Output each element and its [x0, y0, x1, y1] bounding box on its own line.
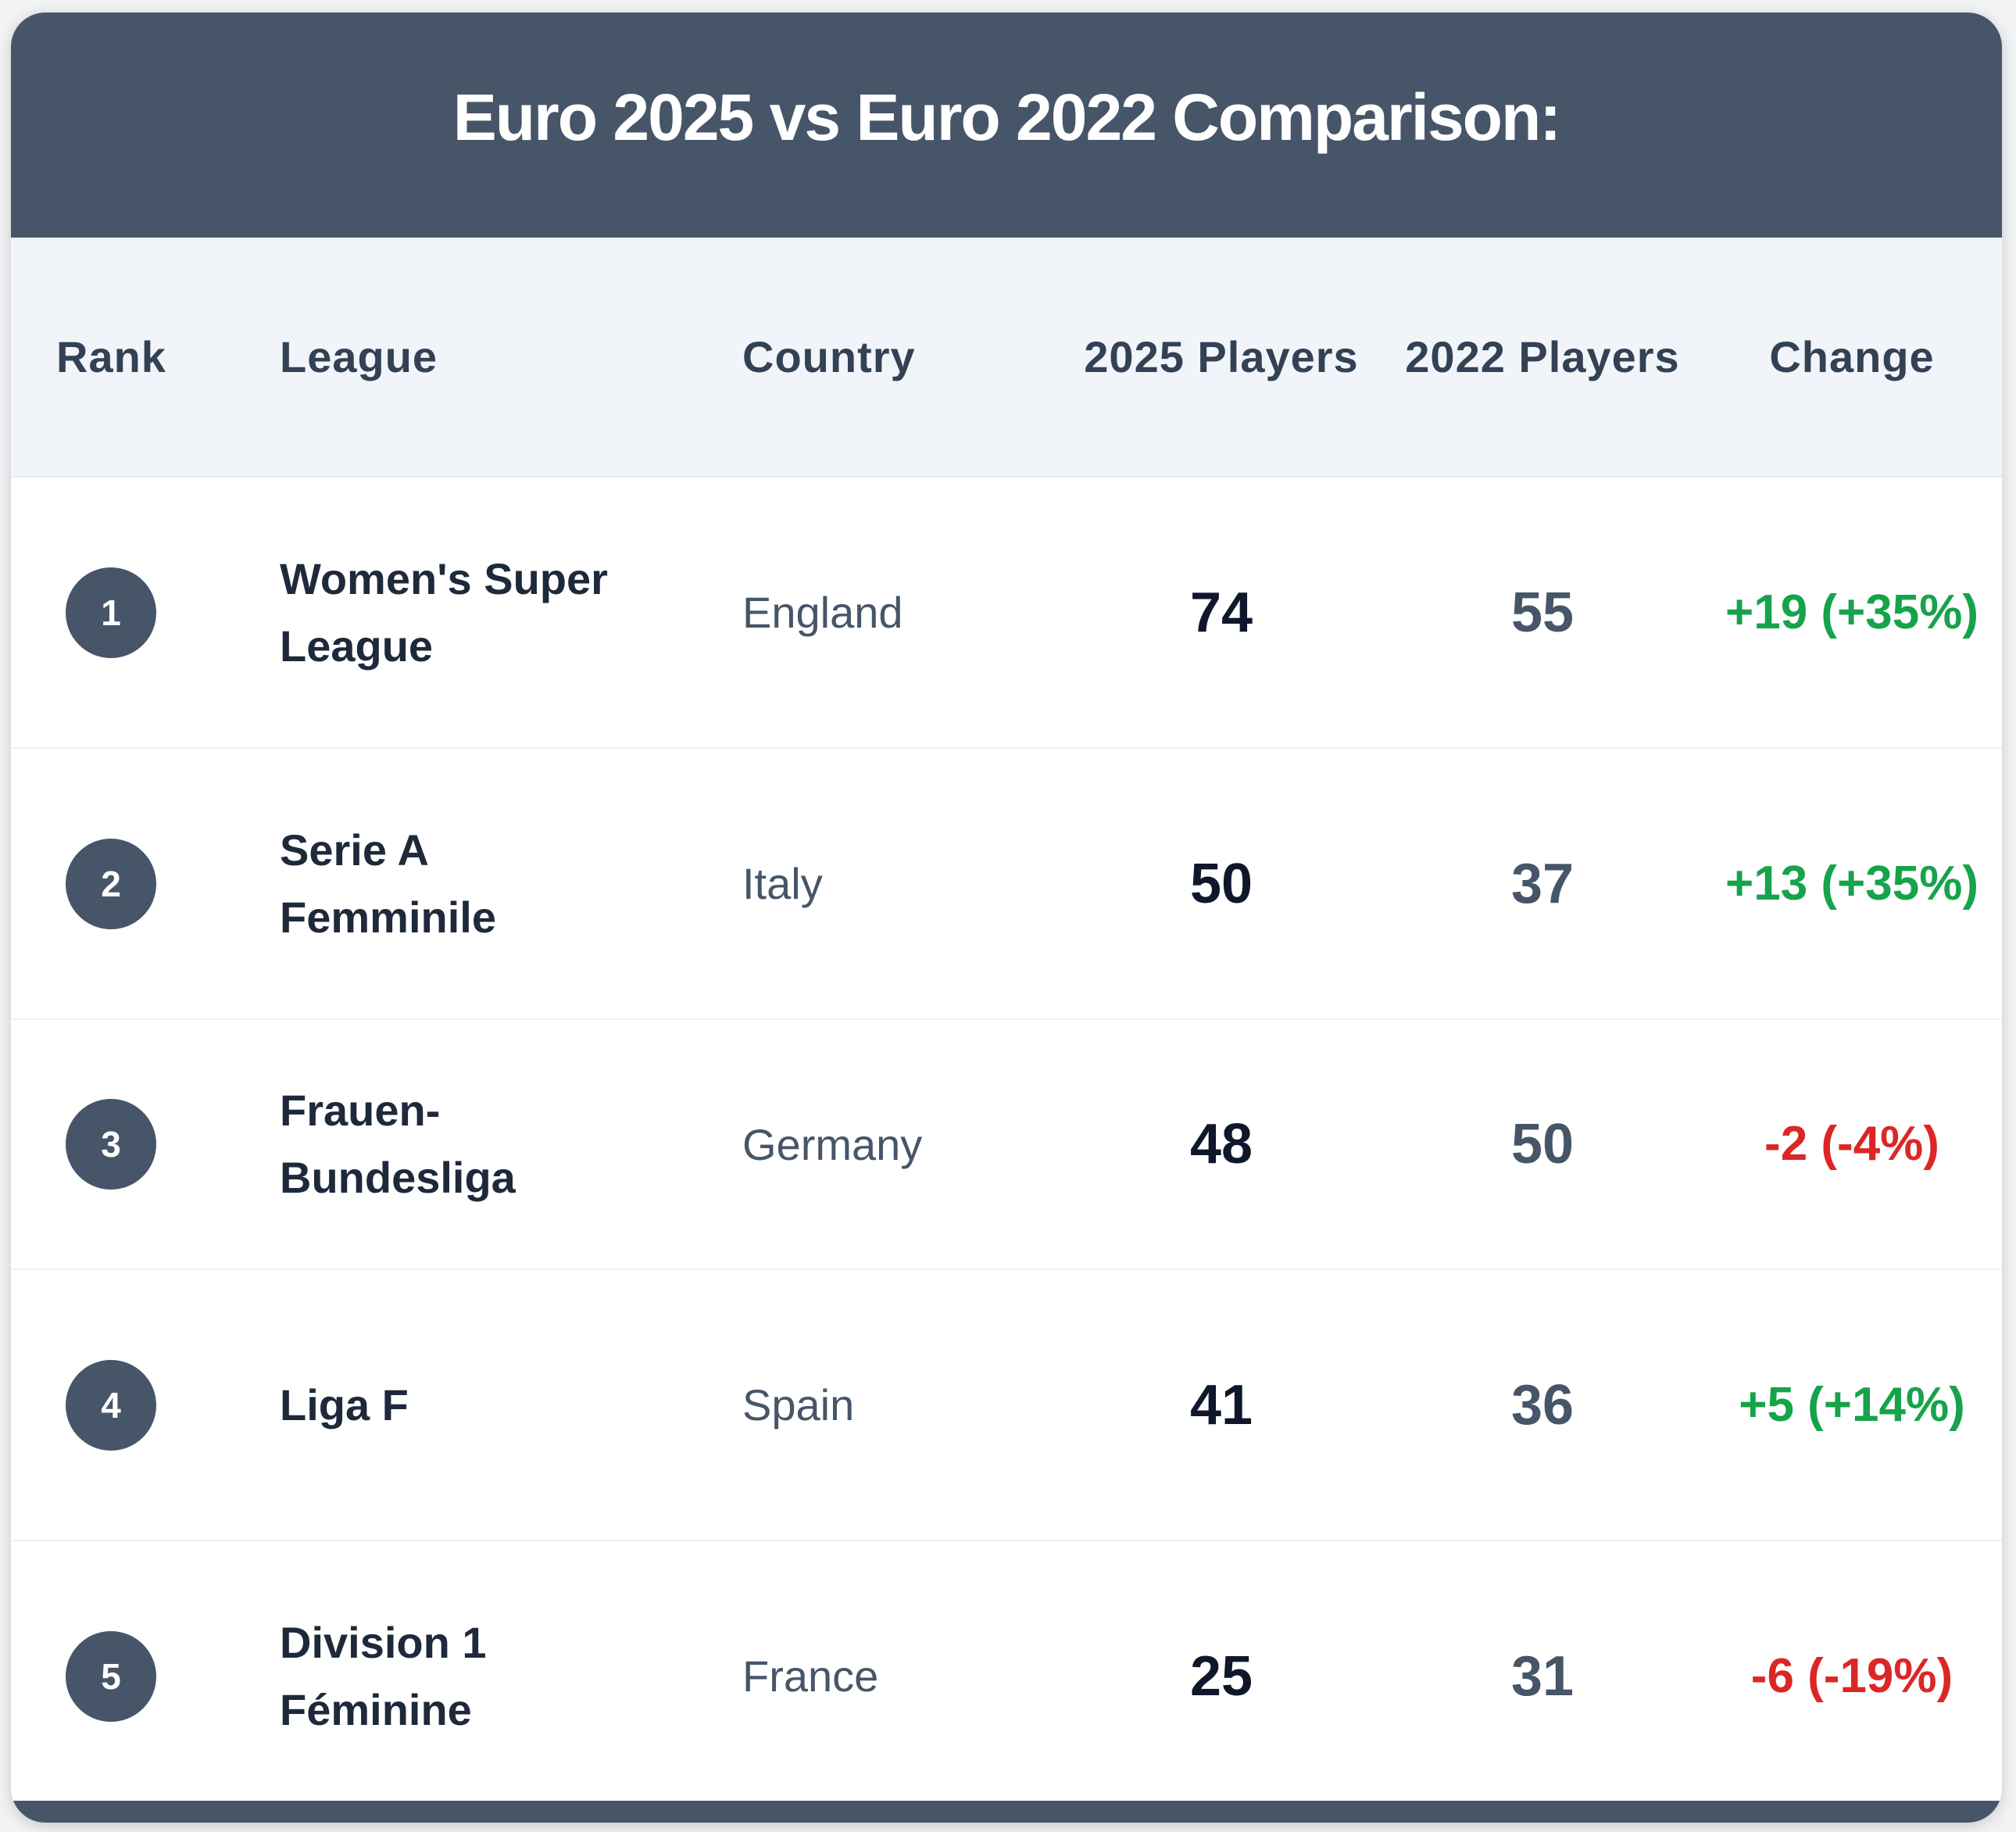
change-value: -6 (-19%) — [1750, 1648, 1953, 1703]
league-name: Women's Super League — [280, 553, 608, 671]
table-header: Rank League Country 2025 Players 2022 Pl… — [11, 238, 2002, 478]
change-value: +5 (+14%) — [1739, 1377, 1965, 1432]
comparison-table: Rank League Country 2025 Players 2022 Pl… — [11, 238, 2002, 1812]
players-2022: 36 — [1510, 1373, 1575, 1437]
country-name: Spain — [742, 1380, 855, 1429]
table-row: 1 Women's Super League England 74 55 +19… — [11, 477, 2002, 748]
table-row: 2 Serie A Femminile Italy 50 37 +13 (+35… — [11, 748, 2002, 1019]
league-name: Division 1 Féminine — [280, 1617, 487, 1734]
country-name: Germany — [742, 1119, 923, 1169]
card-title: Euro 2025 vs Euro 2022 Comparison: — [452, 80, 1562, 154]
rank-badge: 3 — [66, 1099, 156, 1190]
players-2022: 31 — [1510, 1644, 1575, 1708]
players-2025: 74 — [1189, 581, 1253, 644]
table-row: 4 Liga F Spain 41 36 +5 (+14%) — [11, 1269, 2002, 1540]
players-2025: 48 — [1189, 1113, 1253, 1175]
rank-badge: 2 — [66, 838, 156, 929]
players-2022: 37 — [1510, 852, 1575, 915]
column-header-country: Country — [742, 238, 1060, 478]
change-value: +19 (+35%) — [1725, 585, 1978, 639]
players-2025: 50 — [1189, 852, 1253, 915]
league-name: Liga F — [280, 1379, 409, 1429]
card-footer-bar — [11, 1801, 2002, 1823]
league-name: Serie A Femminile — [280, 825, 496, 942]
column-header-players-2022: 2022 Players — [1383, 238, 1702, 478]
rank-badge: 4 — [66, 1359, 156, 1451]
table-row: 5 Division 1 Féminine France 25 31 -6 (-… — [11, 1540, 2002, 1812]
country-name: France — [742, 1651, 879, 1701]
players-2022: 55 — [1510, 581, 1575, 644]
players-2025: 25 — [1189, 1644, 1253, 1708]
country-name: Italy — [742, 859, 823, 908]
column-header-rank: Rank — [11, 238, 280, 478]
league-name: Frauen-Bundesliga — [280, 1086, 516, 1202]
players-2025: 41 — [1189, 1373, 1253, 1437]
column-header-league: League — [280, 238, 742, 478]
rank-badge: 1 — [66, 567, 156, 658]
country-name: England — [742, 588, 903, 637]
change-value: -2 (-4%) — [1764, 1117, 1939, 1171]
comparison-card: Euro 2025 vs Euro 2022 Comparison: Rank … — [11, 13, 2002, 1823]
card-header: Euro 2025 vs Euro 2022 Comparison: — [11, 13, 2002, 238]
column-header-change: Change — [1702, 238, 2002, 478]
change-value: +13 (+35%) — [1725, 856, 1978, 911]
table-row: 3 Frauen-Bundesliga Germany 48 50 -2 (-4… — [11, 1019, 2002, 1269]
players-2022: 50 — [1510, 1113, 1575, 1175]
column-header-players-2025: 2025 Players — [1060, 238, 1383, 478]
rank-badge: 5 — [66, 1630, 156, 1722]
